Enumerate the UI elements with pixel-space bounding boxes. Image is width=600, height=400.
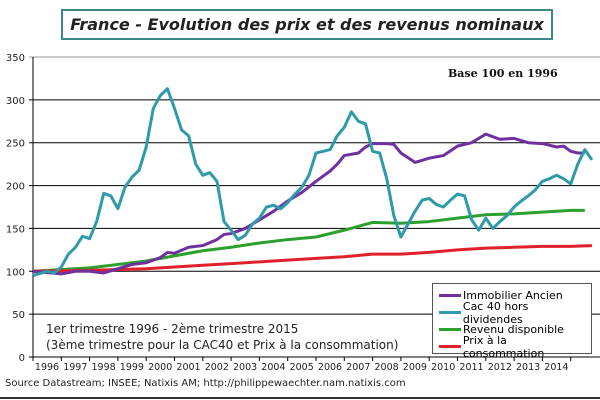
x-tick-label: 1998 [92,362,116,373]
annotation-line-1: 1er trimestre 1996 - 2ème trimestre 2015 [46,322,299,336]
source-note: Source Datastream; INSEE; Natixis AM; ht… [5,378,406,389]
x-tick-label: 2005 [290,362,314,373]
y-tick-label: 350 [6,53,25,64]
bottom-rule [0,397,600,399]
x-tick-label: 2007 [346,362,370,373]
legend-swatch [439,328,461,331]
y-tick-label: 250 [6,139,25,150]
legend-swatch [439,311,461,314]
series-line-2 [32,208,585,273]
legend: Immobilier Ancien Cac 40 hors dividendes R… [432,283,592,360]
x-tick-label: 2013 [516,362,540,373]
x-tick-label: 1997 [63,362,87,373]
x-tick-label: 2000 [148,362,172,373]
legend-item: Cac 40 hors dividendes [439,300,591,326]
legend-item: Immobilier Ancien [439,287,591,304]
x-tick-label: 2001 [176,362,200,373]
series-line-1 [32,87,594,278]
y-tick-label: 0 [19,353,25,364]
legend-swatch [439,294,461,297]
y-tick-label: 150 [6,224,25,235]
legend-label: Revenu disponible [463,323,564,336]
x-tick-label: 2014 [544,362,568,373]
x-tick-label: 2008 [375,362,399,373]
legend-label: Immobilier Ancien [463,289,563,302]
x-tick-label: 1999 [120,362,144,373]
legend-swatch [439,345,461,348]
x-tick-label: 1996 [35,362,59,373]
x-tick-label: 2004 [261,362,285,373]
legend-label: Cac 40 hors dividendes [462,299,529,326]
x-tick-label: 2011 [459,362,483,373]
legend-item: Prix à la consommation [439,334,591,360]
legend-item: Revenu disponible [439,321,591,338]
chart-title: France - Evolution des prix et des reven… [61,9,553,40]
x-tick-label: 2012 [488,362,512,373]
x-tick-label: 2010 [431,362,455,373]
y-tick-label: 200 [6,182,25,193]
legend-label: Prix à la consommation [462,333,545,360]
x-tick-label: 2002 [205,362,229,373]
x-tick-label: 2003 [233,362,257,373]
chart-subtitle: Base 100 en 1996 [448,67,558,80]
series-line-0 [32,132,585,276]
period-annotation: 1er trimestre 1996 - 2ème trimestre 2015… [46,321,398,353]
annotation-line-2: (3ème trimestre pour la CAC40 et Prix à … [46,338,399,352]
y-tick-label: 50 [12,310,25,321]
x-tick-label: 2009 [403,362,427,373]
x-tick-label: 2006 [318,362,342,373]
y-tick-label: 300 [6,96,25,107]
series-line-3 [32,244,592,273]
y-tick-label: 100 [6,267,25,278]
